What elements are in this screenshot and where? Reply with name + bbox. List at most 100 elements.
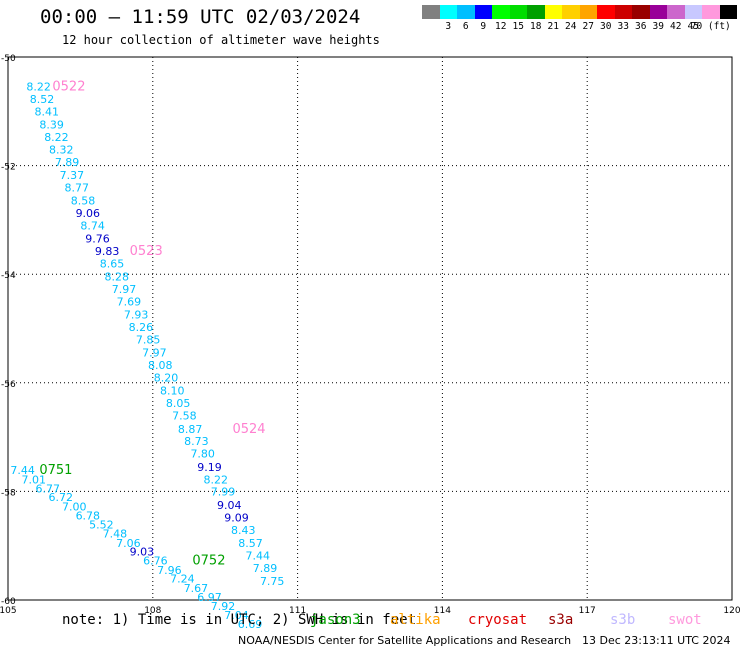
legend-cell: 30 (597, 5, 615, 32)
legend-swatch (422, 5, 440, 19)
wave-height-label: 9.19 (197, 461, 222, 474)
wave-height-label: 9.09 (224, 511, 249, 524)
wave-height-label: 8.10 (160, 385, 185, 398)
x-tick-label: 111 (289, 606, 306, 616)
legend-label: 39 (652, 21, 664, 32)
wave-height-label: 8.05 (166, 397, 191, 410)
y-tick-label: -50 (1, 54, 16, 64)
x-tick-label: 114 (434, 606, 451, 616)
pass-time-label: 0522 (52, 80, 85, 95)
wave-height-label: 9.04 (217, 499, 242, 512)
legend-cell: 36 (632, 5, 650, 32)
footnote: note: 1) Time is in UTC; 2) SWH is in fe… (62, 612, 417, 628)
legend-swatch (579, 5, 597, 19)
wave-height-label: 7.67 (184, 582, 209, 595)
wave-height-label: 8.65 (100, 258, 125, 271)
map-subtitle: 12 hour collection of altimeter wave hei… (62, 33, 380, 47)
satellite-name: s3a (548, 612, 574, 628)
legend-cell: 33 (614, 5, 632, 32)
generation-timestamp: 13 Dec 23:13:11 UTC 2024 (582, 634, 731, 647)
wave-height-label: 6.97 (197, 591, 222, 604)
map-border (7, 56, 733, 601)
wave-height-label: 7.96 (157, 564, 182, 577)
legend-swatch (562, 5, 580, 19)
map-title: 00:00 – 11:59 UTC 02/03/2024 (40, 6, 361, 28)
satellite-name: altika (390, 612, 441, 628)
legend-label: 36 (635, 21, 647, 32)
legend-label: 6 (462, 21, 469, 32)
wave-height-label: 8.43 (231, 524, 256, 537)
legend-swatch (667, 5, 685, 19)
wave-height-label: 7.89 (253, 562, 278, 575)
y-tick-label: -58 (1, 488, 16, 498)
satellite-name: jason3 (310, 612, 361, 628)
wave-height-label: 7.97 (142, 347, 167, 360)
wave-height-label: 8.22 (26, 81, 50, 94)
wave-height-color-legend: 3 6 9 12 15 18 21 24 27 30 33 36 39 42 45 70 (ft) (422, 5, 737, 32)
legend-cell (422, 5, 440, 32)
legend-label: 24 (565, 21, 577, 32)
wave-height-label: 8.32 (49, 144, 74, 157)
legend-cell: 42 (667, 5, 685, 32)
legend-cell: 45 (684, 5, 702, 32)
x-tick-label: 117 (579, 606, 596, 616)
legend-swatch (719, 5, 737, 19)
legend-swatch (439, 5, 457, 19)
wave-height-label: 8.41 (35, 106, 60, 119)
satellite-name: swot (668, 612, 702, 628)
wave-height-label: 5.52 (89, 518, 114, 531)
x-tick-label: 120 (723, 606, 740, 616)
legend-swatch (527, 5, 545, 19)
wave-height-label: 8.28 (105, 271, 129, 284)
wave-height-label: 7.99 (211, 486, 236, 499)
wave-height-label: 8.52 (30, 93, 55, 106)
wave-height-label: 9.03 (130, 545, 155, 558)
legend-label: 27 (582, 21, 594, 32)
wave-height-label: 8.77 (64, 182, 89, 195)
wave-height-label: 9.06 (76, 207, 101, 220)
wave-height-label: 7.44 (10, 464, 35, 477)
wave-height-label: 6.72 (49, 491, 74, 504)
legend-label: 18 (530, 21, 542, 32)
wave-height-label: 7.06 (116, 537, 141, 550)
track-a: 8.228.528.418.398.228.327.897.378.778.58… (26, 80, 284, 588)
wave-height-label: 7.44 (245, 549, 269, 562)
legend-swatch (544, 5, 562, 19)
pass-time-label: 0524 (232, 422, 265, 437)
legend-label: 70 (ft) (690, 21, 731, 32)
y-tick-label: -54 (1, 271, 16, 281)
legend-cell: 9 (474, 5, 492, 32)
wave-height-label: 8.57 (238, 537, 263, 550)
legend-swatch (597, 5, 615, 19)
wave-height-label: 7.48 (103, 528, 128, 541)
wave-height-label: 6.78 (76, 510, 101, 523)
wave-height-label: 7.89 (55, 156, 79, 169)
wave-height-label: 7.04 (224, 609, 249, 622)
legend-swatch (632, 5, 650, 19)
satellite-name: cryosat (468, 612, 528, 628)
wave-height-label: 7.58 (172, 410, 197, 423)
pass-time-label: 0523 (130, 244, 163, 259)
legend-swatch (702, 5, 720, 19)
legend-cell: 21 (544, 5, 562, 32)
legend-label: 12 (495, 21, 507, 32)
legend-cell: 24 (562, 5, 580, 32)
legend-cell: 39 (649, 5, 667, 32)
satellite-name: s3b (610, 612, 636, 628)
wave-height-label: 8.73 (184, 435, 209, 448)
pass-time-label: 0752 (192, 554, 225, 569)
legend-label: 30 (600, 21, 612, 32)
wave-height-label: 8.22 (44, 131, 68, 144)
legend-cell: 3 (439, 5, 457, 32)
legend-label: 3 (445, 21, 452, 32)
wave-height-label: 8.20 (154, 372, 179, 385)
wave-height-label: 7.37 (60, 169, 85, 182)
wave-height-label: 8.74 (80, 220, 105, 233)
wave-height-label: 9.76 (85, 233, 110, 246)
legend-label: 21 (547, 21, 559, 32)
legend-cell: 70 (ft) (691, 5, 731, 32)
wave-height-label: 7.00 (62, 500, 87, 513)
pass-time-label: 0751 (39, 463, 72, 478)
legend-swatch (474, 5, 492, 19)
legend-swatch (614, 5, 632, 19)
